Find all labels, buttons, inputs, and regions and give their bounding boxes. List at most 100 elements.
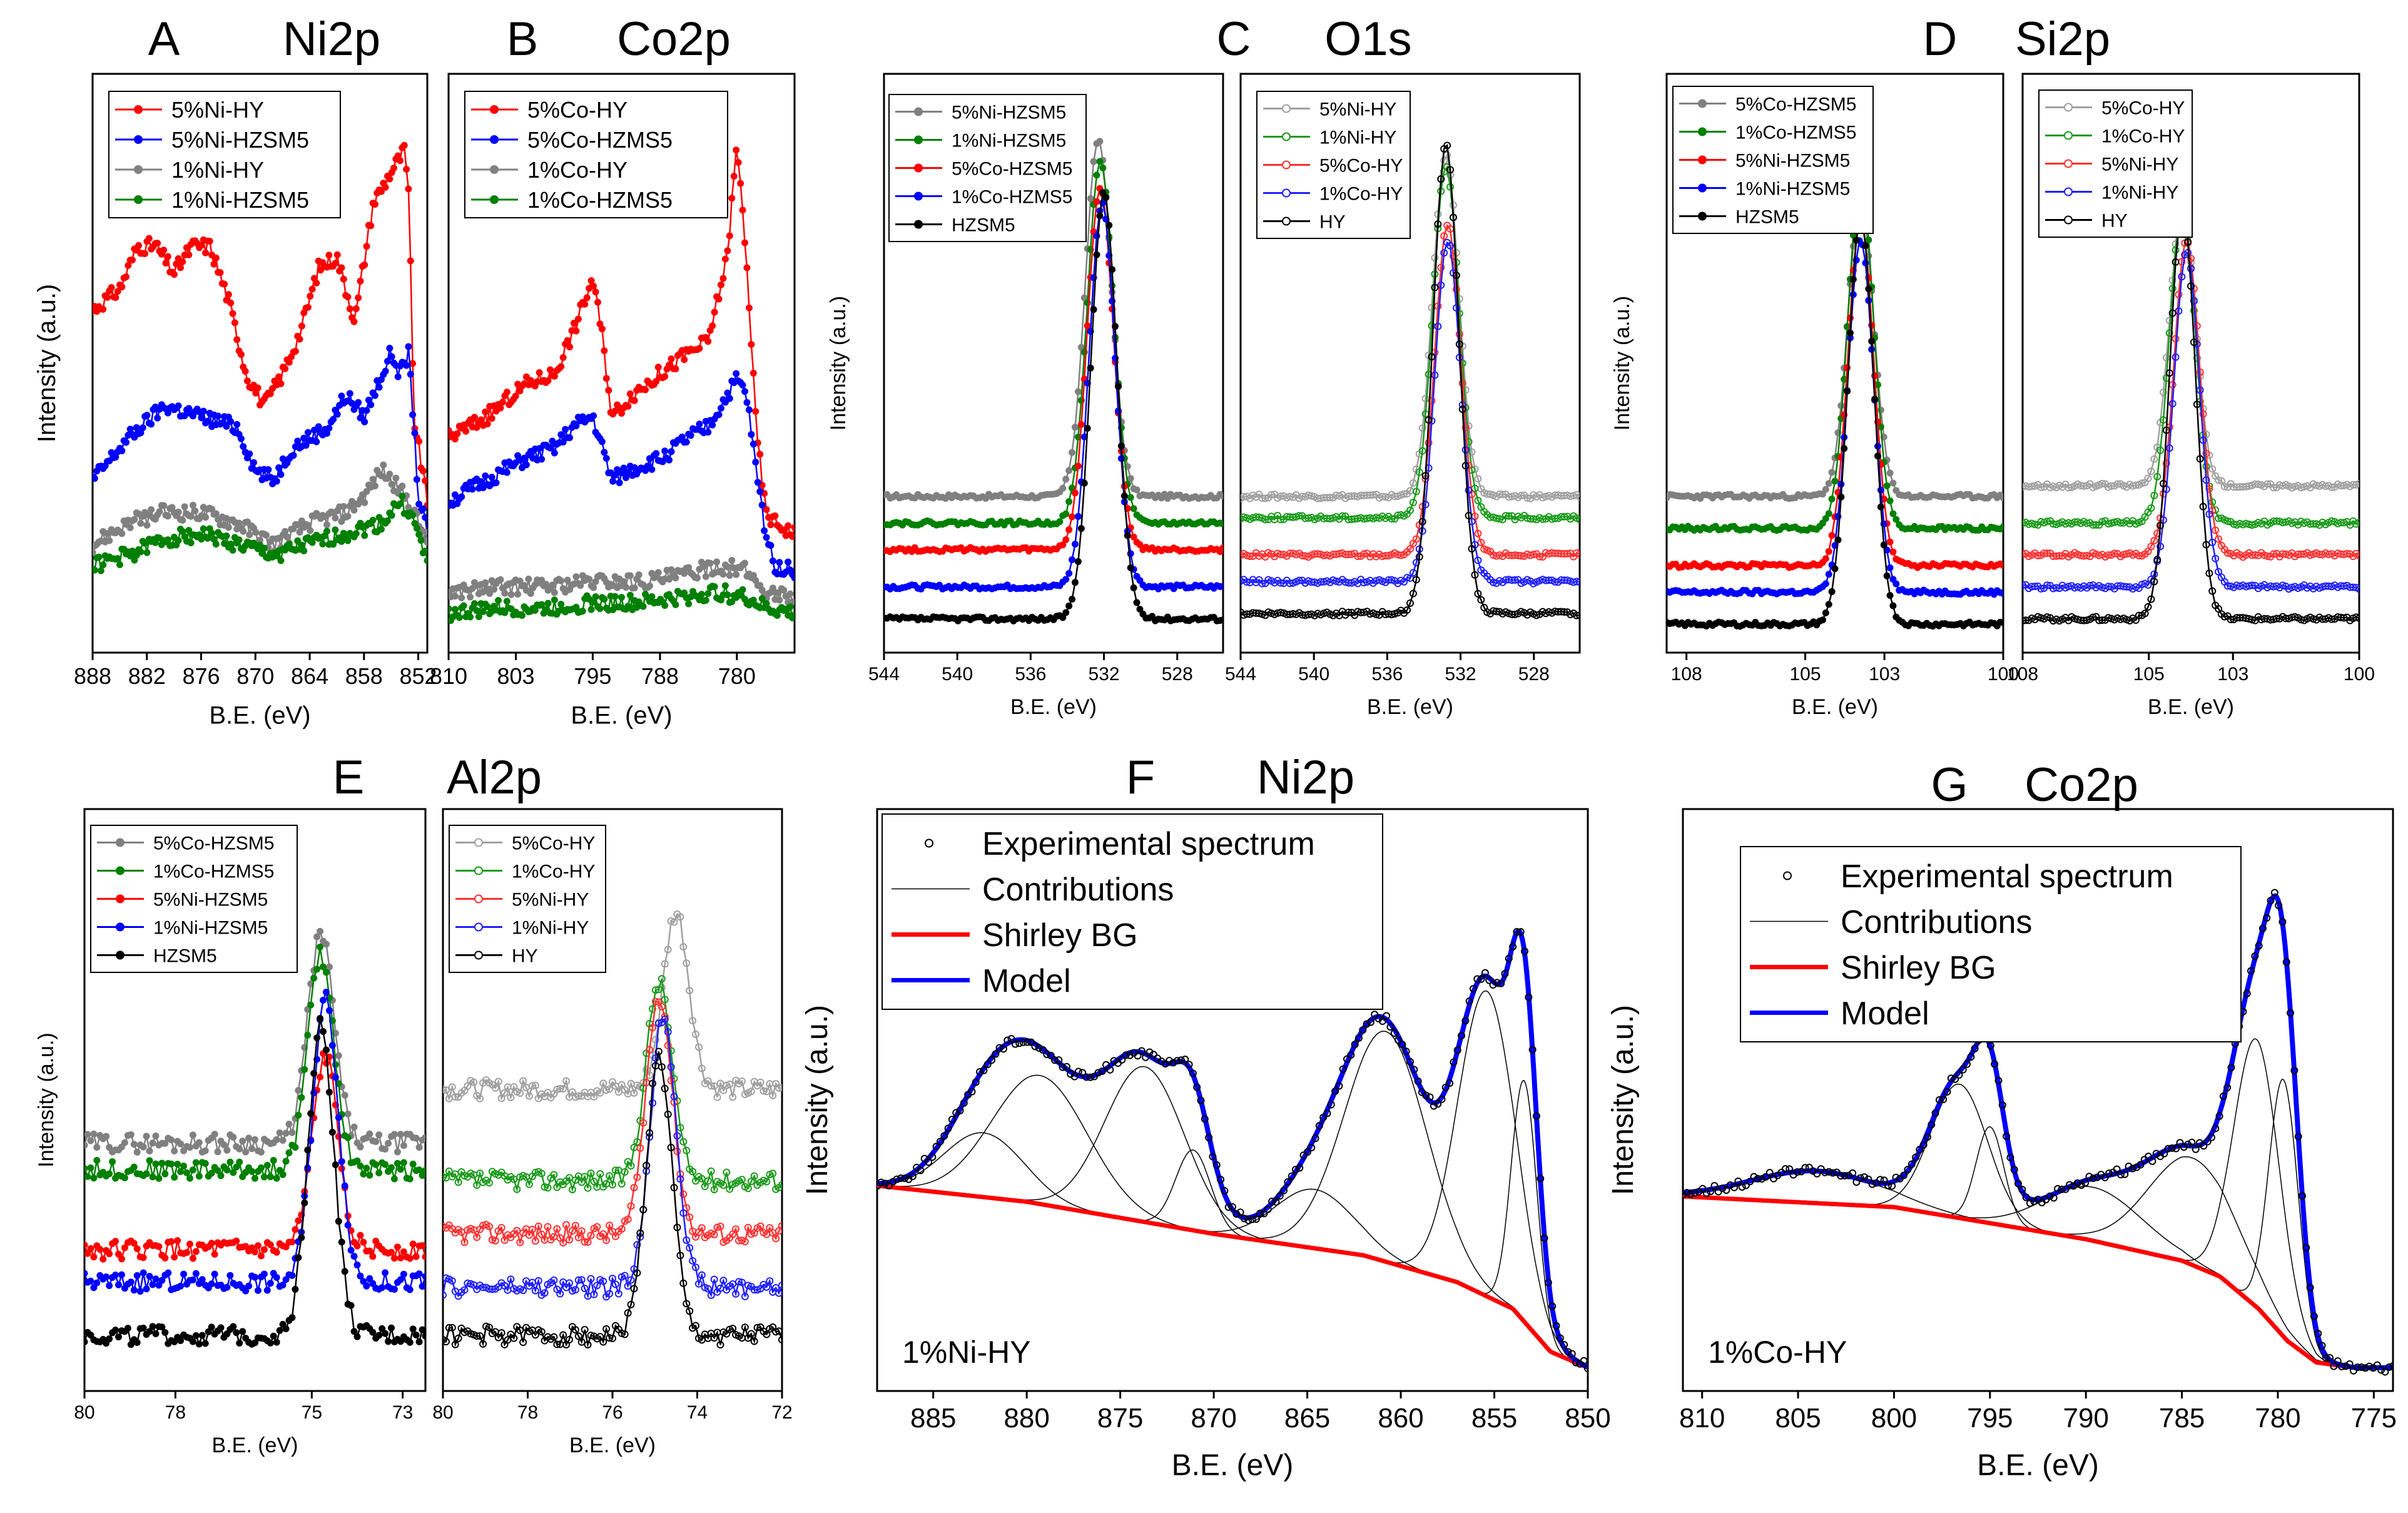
data-point (2023, 581, 2026, 589)
series-1-co-hzms5 (84, 943, 425, 1183)
data-point (409, 411, 417, 419)
data-point (476, 1094, 484, 1103)
data-point (763, 1330, 771, 1338)
data-point (422, 477, 427, 484)
data-point (579, 608, 586, 615)
data-point (2205, 510, 2213, 518)
data-point (501, 589, 509, 597)
data-point (195, 1139, 203, 1146)
data-point (84, 1270, 88, 1277)
data-point (267, 390, 274, 397)
data-point (115, 1281, 122, 1288)
data-point (123, 439, 130, 446)
x-tick-label: 888 (74, 663, 111, 689)
data-point (551, 596, 558, 604)
data-point (1886, 564, 1894, 571)
data-point (626, 591, 634, 599)
data-point (767, 521, 775, 529)
data-point (590, 1093, 598, 1101)
data-point (90, 1253, 98, 1261)
legend-marker (134, 195, 143, 204)
data-point (620, 464, 627, 472)
legend-label: 1%Ni-HZSM5 (171, 187, 309, 213)
data-point (648, 466, 656, 473)
data-point (1127, 564, 1134, 571)
data-point (140, 1143, 147, 1151)
data-point (333, 251, 341, 258)
data-point (681, 570, 688, 578)
x-tick-label: 882 (128, 663, 166, 689)
data-point (1465, 512, 1473, 520)
legend-marker (490, 135, 499, 144)
data-point (1246, 552, 1254, 560)
data-point (2248, 521, 2256, 529)
data-point (257, 1148, 265, 1156)
data-point (1403, 606, 1411, 614)
data-point (646, 1129, 654, 1137)
legend-marker (1282, 217, 1291, 226)
legend-marker (474, 894, 483, 904)
data-point (170, 271, 178, 278)
data-point (1099, 189, 1107, 196)
data-point (668, 448, 675, 456)
legend-marker (914, 191, 923, 201)
data-point (180, 1162, 188, 1169)
legend-marker (1282, 104, 1291, 113)
data-point (667, 1076, 675, 1084)
data-point (215, 412, 222, 420)
data-point (789, 532, 795, 540)
data-point (1096, 158, 1104, 165)
data-point (2327, 517, 2335, 525)
data-point (2355, 518, 2359, 526)
legend-label: 5%Ni-HZSM5 (1735, 150, 1850, 171)
data-point (609, 1334, 616, 1342)
data-point (679, 1138, 688, 1146)
data-point (733, 571, 740, 578)
data-point (109, 1158, 116, 1166)
data-point (551, 589, 558, 596)
data-point (482, 579, 489, 586)
data-point (689, 1017, 697, 1025)
data-point (292, 1226, 299, 1233)
title-f-letter: F (1126, 751, 1155, 804)
data-point (263, 1286, 271, 1294)
data-point (338, 517, 345, 525)
data-point (1492, 608, 1500, 616)
data-point (225, 524, 232, 531)
data-point (786, 603, 794, 611)
data-point (397, 500, 404, 507)
data-point (593, 1281, 601, 1290)
data-point (620, 578, 627, 586)
data-point (112, 454, 119, 461)
data-point (534, 1222, 542, 1230)
data-point (93, 474, 98, 482)
data-point (605, 387, 612, 394)
data-point (1087, 195, 1094, 202)
data-point (2263, 480, 2272, 488)
data-point (698, 1064, 706, 1072)
x-tick-label: 803 (497, 663, 534, 689)
data-point (698, 1271, 706, 1279)
data-point (745, 406, 753, 414)
data-point (251, 1136, 258, 1143)
data-point (756, 1222, 765, 1230)
data-point (277, 557, 285, 564)
data-point (666, 456, 673, 464)
data-point (307, 527, 314, 534)
data-point (686, 1244, 694, 1252)
data-point (606, 1334, 614, 1342)
data-point (1822, 515, 1829, 522)
data-point (415, 531, 423, 538)
data-point (733, 146, 740, 154)
data-point (179, 258, 186, 265)
data-point (587, 606, 595, 613)
data-point (300, 434, 308, 442)
x-tick-label: 103 (2217, 664, 2248, 685)
data-point (566, 1174, 574, 1182)
data-point (516, 1089, 524, 1097)
data-point (611, 593, 619, 600)
data-point (346, 390, 353, 397)
data-point (317, 927, 324, 935)
data-point (772, 1328, 780, 1336)
data-point (744, 1184, 752, 1193)
